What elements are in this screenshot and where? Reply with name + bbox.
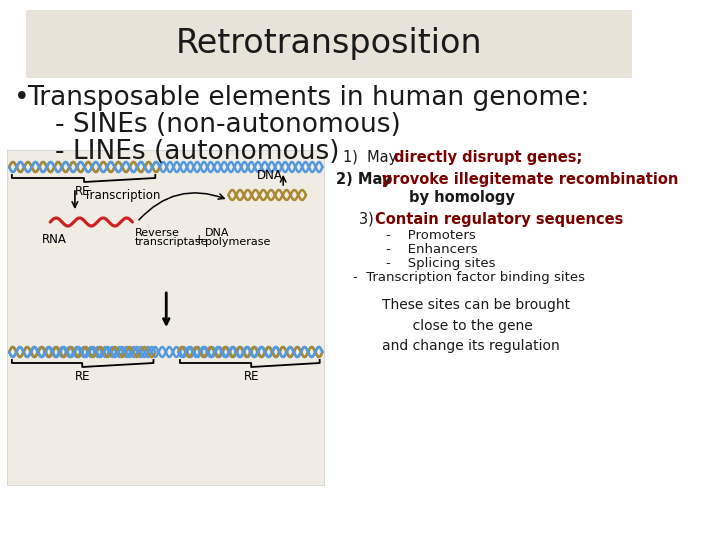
Text: +: + <box>194 233 204 246</box>
FancyBboxPatch shape <box>26 10 632 78</box>
Text: Transcription: Transcription <box>84 188 161 201</box>
Text: Reverse: Reverse <box>135 228 180 238</box>
Text: -    Splicing sites: - Splicing sites <box>387 257 496 270</box>
Text: DNA: DNA <box>204 228 229 238</box>
Text: DNA: DNA <box>256 169 282 182</box>
Text: RE: RE <box>74 370 90 383</box>
Text: transcriptase: transcriptase <box>135 237 209 247</box>
Text: These sites can be brought
       close to the gene
and change its regulation: These sites can be brought close to the … <box>382 298 570 353</box>
Text: 2) May: 2) May <box>336 172 397 187</box>
Text: •: • <box>14 85 30 111</box>
Text: by homology: by homology <box>409 190 515 205</box>
Text: provoke illegitemate recombination: provoke illegitemate recombination <box>382 172 678 187</box>
Text: -    Enhancers: - Enhancers <box>387 243 478 256</box>
Text: directly disrupt genes;: directly disrupt genes; <box>394 150 582 165</box>
Text: -  Transcription factor binding sites: - Transcription factor binding sites <box>353 271 585 284</box>
Text: Contain regulatory sequences: Contain regulatory sequences <box>374 212 623 227</box>
Text: 1)  May: 1) May <box>343 150 402 165</box>
Text: - LINEs (autonomous): - LINEs (autonomous) <box>55 139 339 165</box>
Text: RE: RE <box>243 370 259 383</box>
Text: Retrotransposition: Retrotransposition <box>176 26 482 59</box>
Text: RNA: RNA <box>42 233 67 246</box>
Text: 3): 3) <box>359 212 378 227</box>
Text: RE: RE <box>74 185 90 198</box>
Text: Transposable elements in human genome:: Transposable elements in human genome: <box>27 85 590 111</box>
Text: polymerase: polymerase <box>204 237 270 247</box>
Text: - SINEs (non-autonomous): - SINEs (non-autonomous) <box>55 112 400 138</box>
Text: -    Promoters: - Promoters <box>387 229 476 242</box>
FancyBboxPatch shape <box>7 150 324 485</box>
